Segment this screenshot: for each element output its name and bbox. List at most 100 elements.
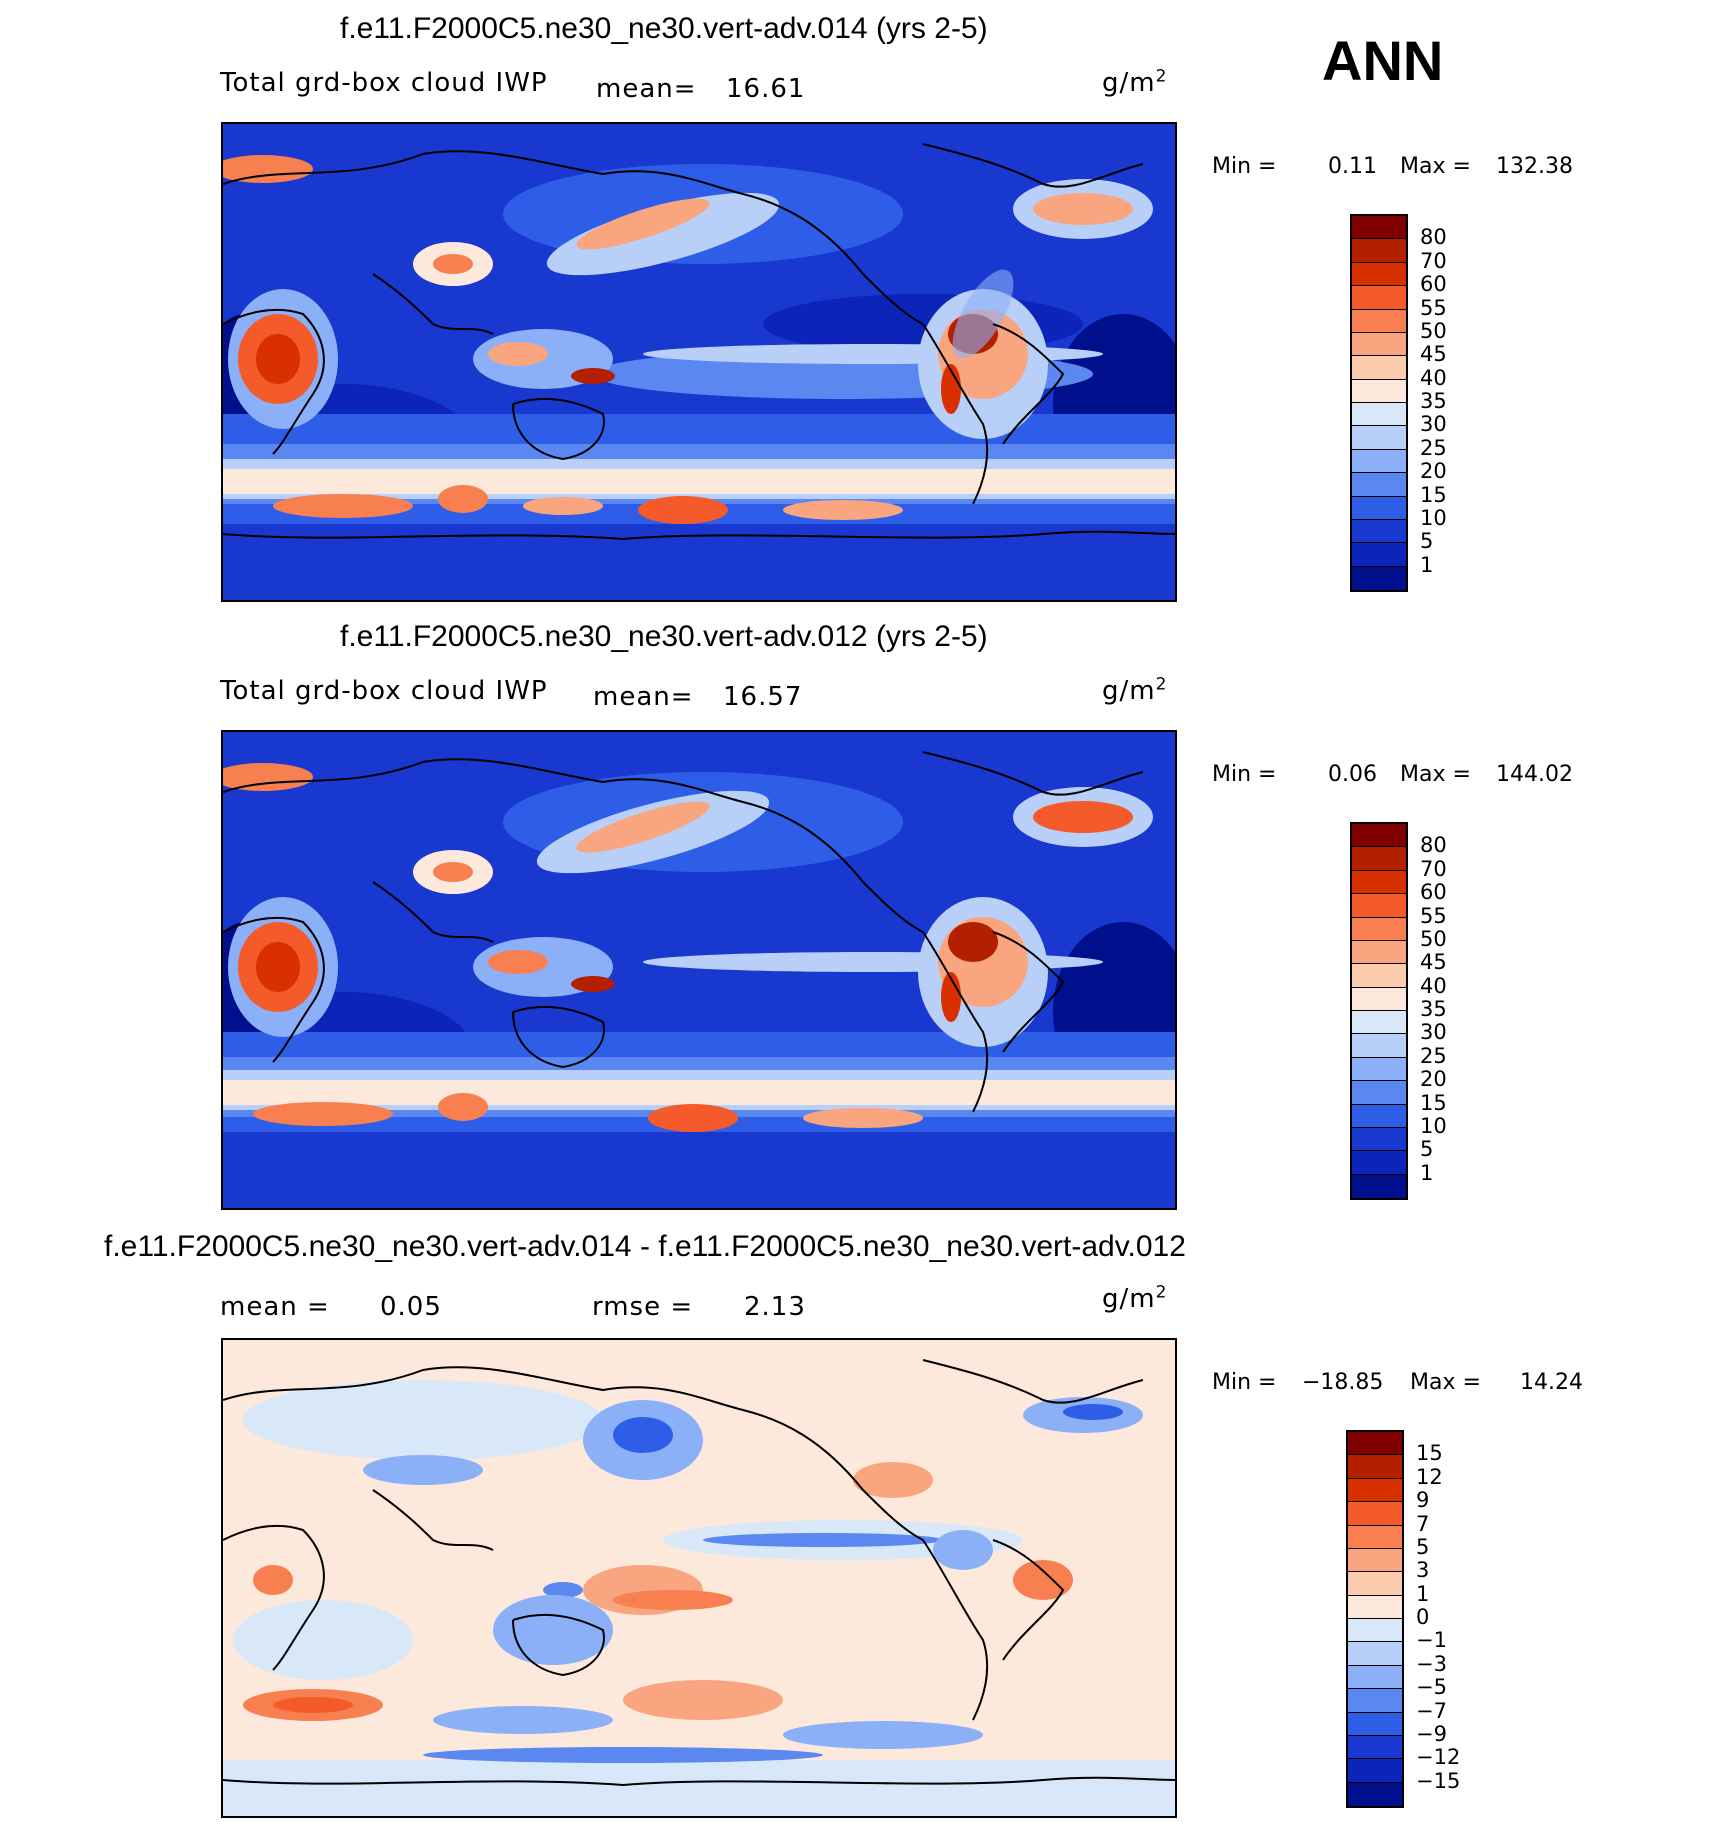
colorbar-segment [1352, 239, 1406, 263]
colorbar-tick-label: 80 [1420, 225, 1447, 250]
colorbar-segment [1352, 1127, 1406, 1152]
colorbar-tick-label: 35 [1420, 997, 1447, 1021]
colorbar-segment [1352, 1081, 1406, 1105]
colorbar-tick-label: 80 [1420, 833, 1447, 858]
colorbar-tick-label: 55 [1420, 295, 1447, 320]
colorbar-tick-label: 20 [1420, 459, 1447, 484]
colorbar-segment [1352, 824, 1406, 848]
colorbar-segment [1352, 847, 1406, 871]
panel3-map [221, 1338, 1177, 1818]
colorbar-segment [1352, 870, 1406, 895]
panel2-colorbar-labels: 80 70 60 55 50 45 40 35 30 25 20 15 10 5 1 [1420, 822, 1500, 1200]
colorbar-segment [1352, 449, 1406, 474]
colorbar-segment [1348, 1759, 1402, 1783]
panel3-rmse-value: 2.13 [744, 1292, 806, 1322]
panel3-mean-label: mean = [220, 1292, 330, 1322]
colorbar-segment [1352, 1011, 1406, 1035]
colorbar-tick-label: 50 [1420, 318, 1447, 343]
colorbar-segment [1352, 566, 1406, 590]
colorbar-tick-label: 25 [1420, 1043, 1447, 1068]
panel2-max-value: 144.02 [1496, 762, 1573, 787]
colorbar-tick-label: 45 [1420, 342, 1447, 367]
colorbar-segment [1348, 1689, 1402, 1713]
colorbar-segment [1352, 543, 1406, 567]
season-label: ANN [1322, 29, 1444, 92]
colorbar-segment [1348, 1432, 1402, 1456]
panel1-mean-label: mean= [596, 74, 697, 104]
colorbar-segment [1352, 917, 1406, 941]
colorbar-segment [1352, 1057, 1406, 1082]
colorbar-tick-label: 15 [1420, 1090, 1447, 1115]
colorbar-tick-label: 1 [1416, 1581, 1430, 1606]
colorbar-tick-label: 7 [1416, 1511, 1430, 1536]
colorbar-segment [1348, 1455, 1402, 1479]
panel3-rmse-label: rmse = [592, 1292, 694, 1322]
colorbar-segment [1352, 1104, 1406, 1128]
colorbar-tick-label: 70 [1420, 856, 1447, 881]
colorbar-segment [1352, 309, 1406, 333]
panel2-map [221, 730, 1177, 1210]
colorbar-tick-label: −3 [1416, 1651, 1447, 1676]
colorbar-segment [1352, 1151, 1406, 1175]
colorbar-tick-label: 60 [1420, 272, 1447, 297]
panel2-min-value: 0.06 [1328, 762, 1377, 787]
colorbar-segment [1348, 1548, 1402, 1573]
colorbar-segment [1352, 987, 1406, 1011]
colorbar-tick-label: 12 [1416, 1464, 1443, 1489]
panel2-variable: Total grd-box cloud IWP [220, 676, 548, 706]
panel3-units: g/m2 [1102, 1282, 1168, 1314]
panel2-min-label: Min = [1212, 762, 1277, 787]
panel1-max-value: 132.38 [1496, 154, 1573, 179]
colorbar-tick-label: 15 [1416, 1441, 1443, 1466]
colorbar-segment [1348, 1478, 1402, 1503]
colorbar-tick-label: 0 [1416, 1605, 1430, 1629]
colorbar-tick-label: 15 [1420, 482, 1447, 507]
colorbar-tick-label: 50 [1420, 926, 1447, 951]
colorbar-segment [1352, 286, 1406, 310]
colorbar-tick-label: 20 [1420, 1067, 1447, 1092]
panel2-units: g/m2 [1102, 674, 1168, 706]
colorbar-segment [1352, 403, 1406, 427]
panel3-colorbar-labels: 15 12 9 7 5 3 1 0 −1 −3 −5 −7 −9 −12 −15 [1416, 1430, 1496, 1808]
colorbar-segment [1352, 332, 1406, 357]
panel1-colorbar-labels: 80 70 60 55 50 45 40 35 30 25 20 15 10 5 1 [1420, 214, 1500, 592]
panel1-units: g/m2 [1102, 66, 1168, 98]
colorbar-segment [1348, 1735, 1402, 1760]
panel3-colorbar [1346, 1430, 1404, 1808]
colorbar-tick-label: −5 [1416, 1675, 1447, 1700]
colorbar-segment [1348, 1642, 1402, 1666]
colorbar-tick-label: −9 [1416, 1721, 1447, 1746]
colorbar-segment [1348, 1525, 1402, 1549]
colorbar-tick-label: 45 [1420, 950, 1447, 975]
colorbar-tick-label: 25 [1420, 435, 1447, 460]
colorbar-tick-label: 30 [1420, 1020, 1447, 1045]
colorbar-segment [1348, 1712, 1402, 1736]
panel2-mean-label: mean= [593, 682, 694, 712]
panel3-min-label: Min = [1212, 1370, 1277, 1395]
colorbar-tick-label: 5 [1416, 1534, 1430, 1559]
colorbar-tick-label: −7 [1416, 1698, 1447, 1723]
colorbar-tick-label: 1 [1420, 1160, 1434, 1185]
panel1-variable: Total grd-box cloud IWP [220, 68, 548, 98]
panel3-min-value: −18.85 [1302, 1370, 1384, 1395]
panel2-max-label: Max = [1400, 762, 1471, 787]
colorbar-segment [1348, 1665, 1402, 1690]
colorbar-tick-label: 10 [1420, 1113, 1447, 1138]
panel3-mean-value: 0.05 [380, 1292, 442, 1322]
panel3-max-value: 14.24 [1520, 1370, 1583, 1395]
panel1-mean-value: 16.61 [726, 74, 806, 104]
colorbar-segment [1352, 1034, 1406, 1058]
colorbar-segment [1352, 473, 1406, 497]
colorbar-tick-label: 9 [1416, 1488, 1430, 1513]
colorbar-segment [1348, 1502, 1402, 1526]
colorbar-segment [1348, 1572, 1402, 1596]
colorbar-tick-label: 70 [1420, 248, 1447, 273]
panel1-min-label: Min = [1212, 154, 1277, 179]
colorbar-segment [1352, 262, 1406, 287]
colorbar-tick-label: 30 [1420, 412, 1447, 437]
panel3-title: f.e11.F2000C5.ne30_ne30.vert-adv.014 - f… [104, 1230, 1186, 1263]
panel1-title: f.e11.F2000C5.ne30_ne30.vert-adv.014 (yr… [340, 12, 988, 45]
panel3-max-label: Max = [1410, 1370, 1481, 1395]
panel2-mean-value: 16.57 [723, 682, 803, 712]
colorbar-segment [1348, 1782, 1402, 1806]
